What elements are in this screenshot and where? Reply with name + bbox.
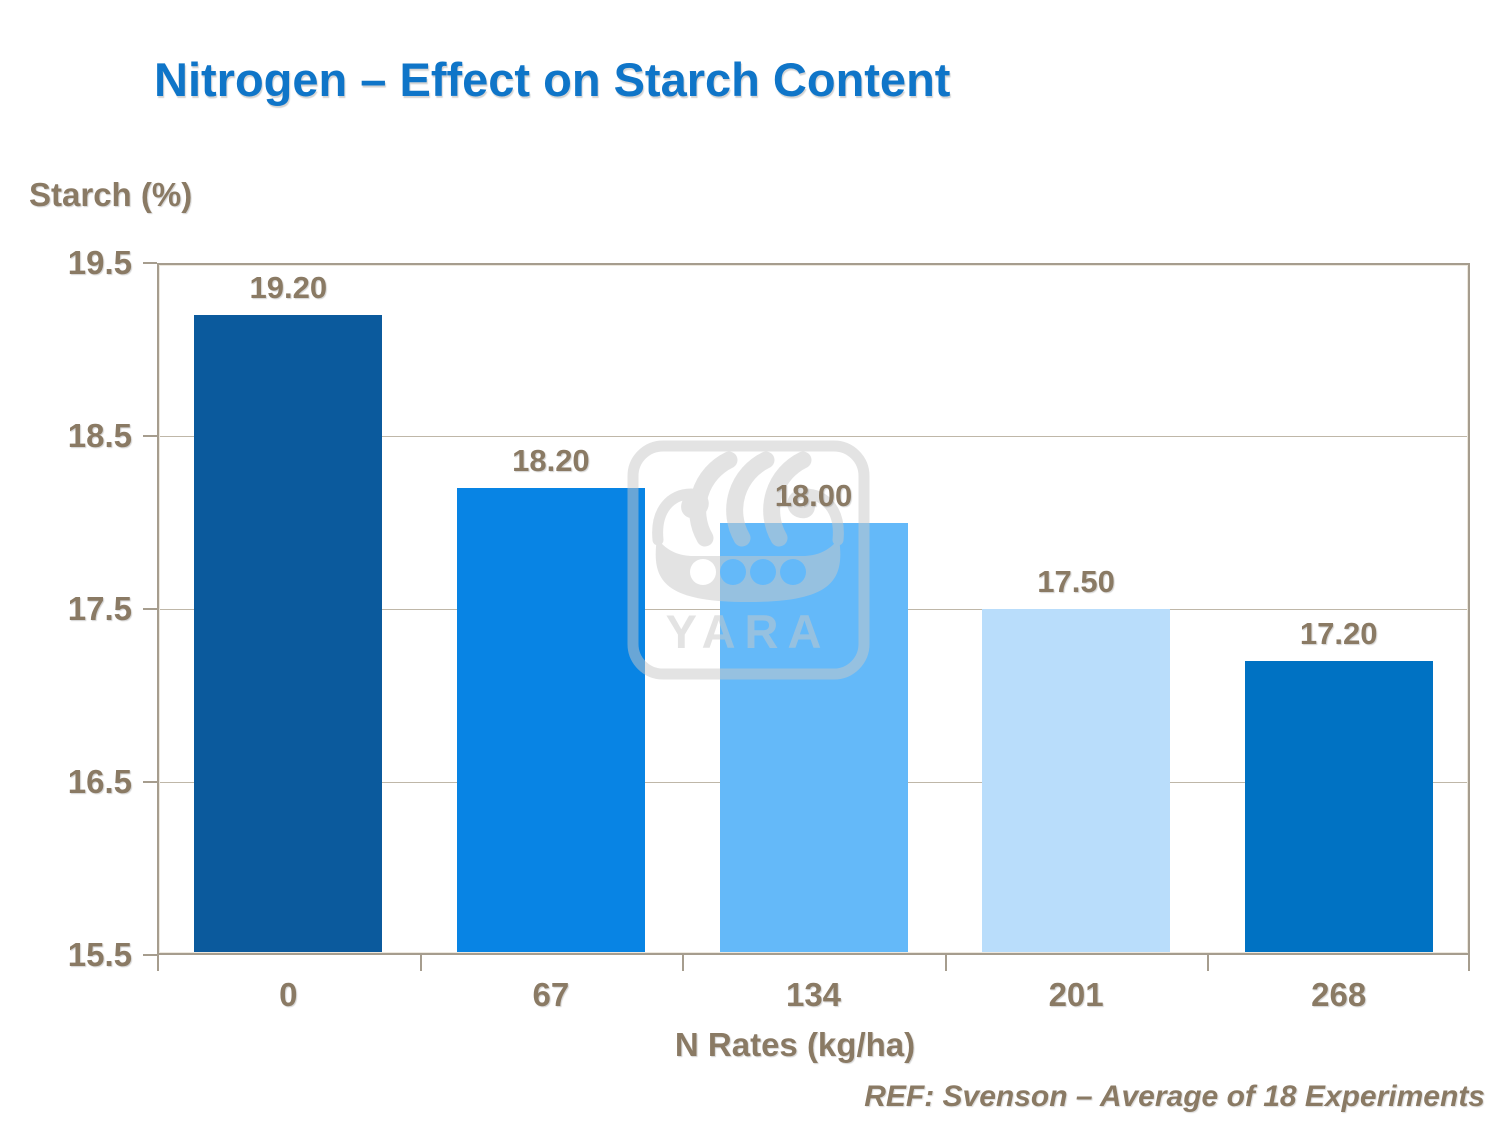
chart-title: Nitrogen – Effect on Starch Content [154,53,951,106]
y-axis-title: Starch (%) [29,176,193,213]
x-tick-mark [682,955,685,971]
x-tick-label: 201 [1048,976,1104,1013]
y-tick-mark [143,781,157,783]
x-tick-mark [419,955,422,971]
x-tick-label: 268 [1311,976,1367,1013]
y-tick-mark [143,435,157,437]
y-tick-label: 18.5 [67,417,132,454]
y-tick-label: 16.5 [67,763,132,800]
x-tick-mark [944,955,947,971]
bar-value-label: 17.50 [1037,564,1115,599]
bar [982,609,1171,955]
bar-value-label: 19.20 [249,269,328,305]
y-tick-mark [143,262,157,264]
bar [456,487,645,955]
bar-value-label: 18.00 [774,477,853,513]
x-tick-label: 67 [532,976,570,1013]
reference-note: REF: Svenson – Average of 18 Experiments [864,1080,1485,1113]
bar [194,314,383,955]
y-tick-label: 19.5 [67,244,132,281]
x-tick-label: 0 [279,976,298,1013]
bar [719,522,908,955]
y-tick-label: 15.5 [67,936,132,973]
bar-value-label: 18.20 [512,442,590,478]
y-tick-label: 17.5 [67,590,132,627]
bar-value-label: 17.20 [1299,615,1378,651]
gridline [157,436,1470,437]
y-tick-mark [143,954,157,956]
x-tick-label: 134 [785,976,842,1013]
bar [1244,660,1433,955]
x-axis-title: N Rates (kg/ha) [674,1026,916,1063]
x-tick-mark [1468,955,1470,971]
x-tick-mark [157,955,159,971]
y-tick-mark [143,608,157,610]
x-tick-mark [1207,955,1210,971]
